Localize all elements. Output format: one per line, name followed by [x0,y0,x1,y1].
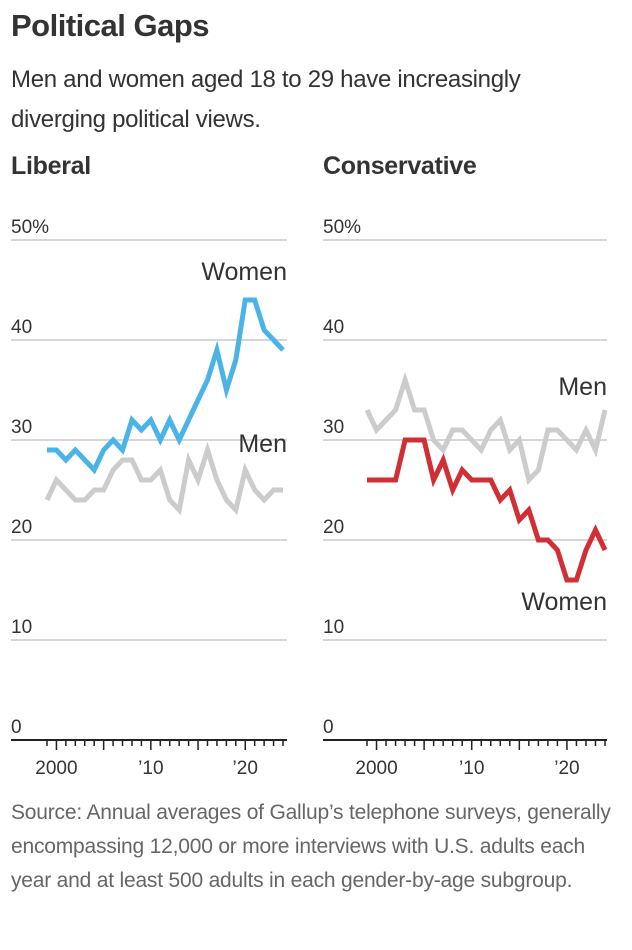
y-tick-label: 20 [11,517,32,538]
source-note: Source: Annual averages of Gallup’s tele… [11,801,611,892]
series-line-women [47,297,285,475]
panel-title-liberal: Liberal [11,152,91,180]
series-label-women: Women [521,588,607,616]
panel-title-conservative: Conservative [323,152,477,180]
charts-svg: 0 10 20 30 40 50% 2000 ’10 ’20 Women Men 0 10 20 30 40… [11,217,608,779]
y-tick-label: 50% [11,217,49,238]
y-tick-label: 30 [323,417,344,438]
x-tick-label: ’10 [459,758,484,779]
x-tick-label: ’20 [554,758,579,779]
y-tick-label: 20 [323,517,344,538]
x-tick-label: 2000 [35,758,77,779]
chart-title: Political Gaps [11,8,210,43]
liberal-chart: 0 10 20 30 40 50% 2000 ’10 ’20 Women Men [11,217,287,779]
series-line-women [367,437,608,583]
series-line-men [364,371,608,486]
y-tick-label: 0 [11,717,22,738]
y-tick-label: 40 [11,317,32,338]
x-tick-label: ’20 [233,758,258,779]
y-tick-label: 10 [323,617,344,638]
series-label-men: Men [558,373,607,401]
series-label-women: Women [201,258,287,286]
conservative-chart: 0 10 20 30 40 50% 2000 ’10 ’20 Men Women [323,217,608,779]
chart-subtitle: Men and women aged 18 to 29 have increas… [11,66,521,133]
x-tick-label: 2000 [355,758,397,779]
y-tick-label: 40 [323,317,344,338]
y-tick-label: 50% [323,217,361,238]
y-tick-label: 0 [323,717,334,738]
x-tick-label: ’10 [138,758,163,779]
y-tick-label: 10 [11,617,32,638]
series-line-men [44,441,283,516]
series-label-men: Men [238,430,287,458]
y-tick-label: 30 [11,417,32,438]
